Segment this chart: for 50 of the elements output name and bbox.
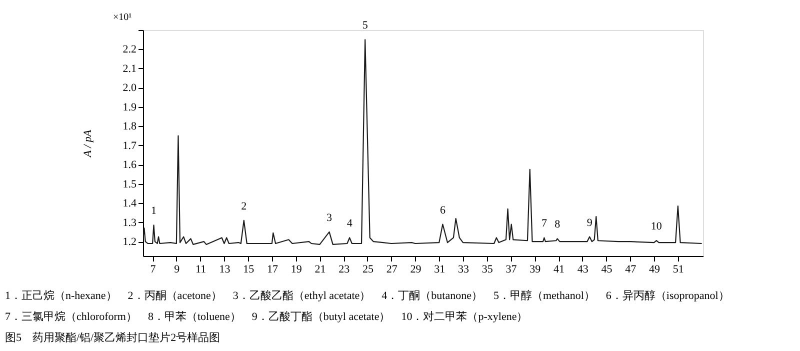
x-tick-label: 27 <box>386 264 398 276</box>
x-tick-label: 23 <box>338 264 350 276</box>
x-tick-label: 7 <box>150 264 156 276</box>
annotation: 4 <box>346 218 353 230</box>
caption: 图5 药用聚酯/铝/聚乙烯封口垫片2号样品图 <box>5 331 220 344</box>
x-tick-label: 9 <box>174 264 180 276</box>
x-tick-label: 33 <box>458 264 470 276</box>
x-tick-label: 19 <box>290 264 302 276</box>
x-tick-label: 35 <box>482 264 494 276</box>
annotation: 7 <box>541 218 548 230</box>
x-tick-label: 15 <box>243 264 255 276</box>
annotation: 10 <box>650 220 662 233</box>
text: 7．三氯甲烷（chloroform） 8．甲苯（toluene） 9．乙酸丁酯（butyl acetate） 10．对二甲苯（p-xylene） <box>5 310 528 323</box>
y-tick-label: 2.0 <box>122 82 137 94</box>
x-tick-label: 13 <box>219 264 231 276</box>
x-tick-label: 49 <box>649 264 661 276</box>
y-tick-label: 1.9 <box>122 101 137 114</box>
x-tick-label: 31 <box>434 264 446 276</box>
y-tick-label: 2.1 <box>122 62 136 75</box>
y-tick-label: 2.2 <box>122 44 136 56</box>
x-tick-label: 37 <box>506 264 518 276</box>
x-tick-label: 45 <box>601 264 613 276</box>
x-tick-label: 29 <box>410 264 422 276</box>
x-tick-label: 17 <box>266 264 278 276</box>
text: 1．正己烷（n-hexane） 2．丙酮（acetone） 3．乙酸乙酯（ethyl acetate） 4．丁酮（butanone） 5．甲醇（methanol） 6．异丙醇（isopropanol） <box>5 289 730 302</box>
x-tick-label: 41 <box>554 264 565 276</box>
x-tick-label: 47 <box>625 264 637 276</box>
y-tick-label: 1.2 <box>122 236 136 248</box>
annotation: 2 <box>241 200 247 212</box>
x-tick-label: 21 <box>314 264 326 276</box>
annotation: 3 <box>326 212 333 224</box>
annotation: 9 <box>586 216 593 229</box>
x-tick-label: 11 <box>196 264 206 276</box>
x-tick-label: 25 <box>362 264 374 276</box>
y-tick-label: 1.5 <box>122 178 137 190</box>
x-tick-label: 51 <box>672 264 684 276</box>
line-series <box>143 39 702 246</box>
y-tick-label: 1.7 <box>122 140 137 152</box>
annotation: 1 <box>150 205 156 218</box>
x-tick-label: 39 <box>530 264 542 276</box>
text: ×10¹ <box>113 12 132 23</box>
y-tick-label: 1.8 <box>122 120 137 133</box>
y-tick-label: 1.3 <box>122 216 137 229</box>
annotation: 8 <box>554 218 561 231</box>
y-tick-label: 1.4 <box>122 198 137 210</box>
y-axis-title: A / pA <box>82 130 94 158</box>
x-tick-label: 43 <box>577 264 589 276</box>
annotation: 6 <box>440 204 446 216</box>
annotation: 5 <box>362 20 368 32</box>
y-tick-label: 1.6 <box>122 159 137 172</box>
